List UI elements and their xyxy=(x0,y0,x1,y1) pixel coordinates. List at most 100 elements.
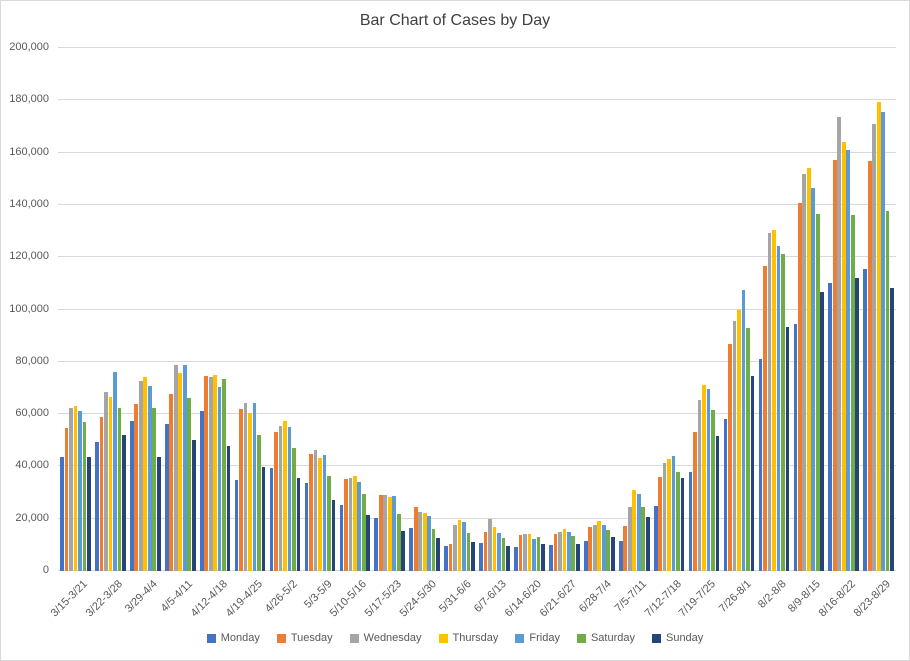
bar-tuesday-7/26-8/1 xyxy=(728,343,732,571)
bar-thursday-8/23-8/29 xyxy=(876,101,881,571)
x-tick-label-7/12-7/18: 7/12-7/18 xyxy=(642,578,684,620)
bar-tuesday-8/23-8/29 xyxy=(867,161,872,571)
bar-tuesday-7/12-7/18 xyxy=(658,477,662,571)
bar-group-8/23-8/29 xyxy=(861,48,896,571)
gridline-80000 xyxy=(58,360,896,362)
bar-monday-4/5-4/11 xyxy=(164,423,169,571)
bar-friday-6/28-7/4 xyxy=(601,525,606,571)
x-tick-label-8/2-8/8: 8/2-8/8 xyxy=(755,578,789,611)
legend-swatch-monday xyxy=(206,633,216,643)
bar-group-5/31-6/6 xyxy=(442,48,477,571)
bar-saturday-4/26-5/2 xyxy=(292,447,296,571)
bar-thursday-4/19-4/25 xyxy=(248,412,252,571)
bar-monday-5/17-5/23 xyxy=(374,518,379,571)
x-tick-label-5/10-5/16: 5/10-5/16 xyxy=(327,578,370,620)
bar-group-7/5-7/11 xyxy=(617,48,652,571)
bar-wednesday-5/10-5/16 xyxy=(348,477,353,571)
legend-swatch-tuesday xyxy=(276,633,286,643)
bar-group-4/19-4/25 xyxy=(233,48,268,571)
bar-sunday-5/10-5/16 xyxy=(366,515,371,571)
bar-wednesday-7/5-7/11 xyxy=(627,506,632,571)
gridline-40000 xyxy=(58,465,896,467)
bar-wednesday-8/16-8/22 xyxy=(837,117,842,571)
bar-saturday-4/5-4/11 xyxy=(187,398,192,571)
bar-wednesday-7/12-7/18 xyxy=(662,462,667,571)
bar-thursday-8/2-8/8 xyxy=(772,230,776,571)
bar-sunday-6/14-6/20 xyxy=(541,543,545,571)
bar-saturday-5/3-5/9 xyxy=(327,476,331,571)
bar-saturday-8/16-8/22 xyxy=(850,214,855,571)
bar-tuesday-8/16-8/22 xyxy=(832,159,837,571)
gridline-200000 xyxy=(58,47,896,48)
bar-friday-5/31-6/6 xyxy=(462,522,466,571)
x-tick-label-3/22-3/28: 3/22-3/28 xyxy=(83,578,125,620)
bar-wednesday-5/31-6/6 xyxy=(453,524,457,571)
y-tick-label-180000: 180,000 xyxy=(9,93,49,106)
bar-saturday-8/9-8/15 xyxy=(815,214,820,571)
bar-sunday-8/9-8/15 xyxy=(820,292,825,571)
x-tick-label-5/24-5/30: 5/24-5/30 xyxy=(397,578,440,620)
gridline-180000 xyxy=(58,99,896,101)
bar-wednesday-4/5-4/11 xyxy=(173,364,178,571)
bar-monday-6/28-7/4 xyxy=(583,540,588,571)
bar-saturday-5/10-5/16 xyxy=(361,494,366,571)
bar-group-4/5-4/11 xyxy=(163,48,198,571)
bar-sunday-5/24-5/30 xyxy=(436,538,440,571)
bar-saturday-7/26-8/1 xyxy=(746,327,750,571)
bar-sunday-8/23-8/29 xyxy=(890,287,894,571)
bar-friday-8/16-8/22 xyxy=(846,150,851,571)
bar-group-7/12-7/18 xyxy=(652,48,687,571)
bar-sunday-6/28-7/4 xyxy=(610,537,615,571)
bar-sunday-4/12-4/18 xyxy=(226,446,231,571)
bar-tuesday-3/22-3/28 xyxy=(99,416,104,571)
bar-monday-8/9-8/15 xyxy=(793,323,798,571)
bar-thursday-3/22-3/28 xyxy=(108,396,113,571)
gridline-100000 xyxy=(58,308,896,310)
x-tick-label-3/15-3/21: 3/15-3/21 xyxy=(48,578,90,620)
gridline-0 xyxy=(58,570,896,571)
bar-monday-7/19-7/25 xyxy=(688,472,693,571)
bar-wednesday-3/29-4/4 xyxy=(138,381,143,571)
bar-friday-4/26-5/2 xyxy=(287,427,292,571)
x-tick-label-5/3-5/9: 5/3-5/9 xyxy=(301,578,335,611)
bar-saturday-6/21-6/27 xyxy=(571,536,576,571)
legend-item-wednesday: Wednesday xyxy=(349,632,422,644)
bar-friday-7/12-7/18 xyxy=(671,455,676,571)
bar-group-4/12-4/18 xyxy=(198,48,233,571)
bar-thursday-7/26-8/1 xyxy=(737,310,741,571)
bar-tuesday-6/7-6/13 xyxy=(483,532,488,571)
bar-thursday-5/17-5/23 xyxy=(387,497,392,571)
y-tick-label-20000: 20,000 xyxy=(15,511,49,524)
x-tick-label-7/19-7/25: 7/19-7/25 xyxy=(677,578,719,620)
x-tick-label-6/28-7/4: 6/28-7/4 xyxy=(576,578,614,616)
bar-sunday-5/31-6/6 xyxy=(471,542,475,571)
legend-swatch-saturday xyxy=(576,633,586,643)
legend-item-thursday: Thursday xyxy=(438,632,498,644)
x-tick-label-6/21-6/27: 6/21-6/27 xyxy=(537,578,579,620)
legend-swatch-sunday xyxy=(651,633,661,643)
bar-monday-4/12-4/18 xyxy=(199,411,204,571)
bar-friday-7/5-7/11 xyxy=(636,493,641,571)
y-tick-label-40000: 40,000 xyxy=(15,459,49,472)
bar-wednesday-7/19-7/25 xyxy=(697,399,702,571)
legend-item-tuesday: Tuesday xyxy=(276,632,333,644)
bar-sunday-7/12-7/18 xyxy=(680,478,685,571)
bar-wednesday-4/26-5/2 xyxy=(278,426,283,571)
bar-group-6/14-6/20 xyxy=(512,48,547,571)
bar-monday-7/5-7/11 xyxy=(618,540,623,571)
legend-label-monday: Monday xyxy=(220,632,260,644)
bar-group-6/28-7/4 xyxy=(582,48,617,571)
y-tick-label-100000: 100,000 xyxy=(9,302,49,315)
bar-tuesday-3/15-3/21 xyxy=(64,428,69,571)
chart-title: Bar Chart of Cases by Day xyxy=(359,12,551,29)
bar-saturday-3/22-3/28 xyxy=(117,408,122,571)
bar-wednesday-5/24-5/30 xyxy=(418,511,423,571)
bar-wednesday-5/17-5/23 xyxy=(383,495,388,571)
bar-monday-5/24-5/30 xyxy=(409,528,414,571)
bar-tuesday-3/29-4/4 xyxy=(134,404,139,571)
bar-wednesday-3/15-3/21 xyxy=(69,408,73,571)
bar-thursday-5/10-5/16 xyxy=(352,476,357,571)
bar-saturday-3/15-3/21 xyxy=(82,421,87,571)
bar-friday-7/26-8/1 xyxy=(741,290,746,571)
bar-saturday-6/14-6/20 xyxy=(536,537,541,571)
